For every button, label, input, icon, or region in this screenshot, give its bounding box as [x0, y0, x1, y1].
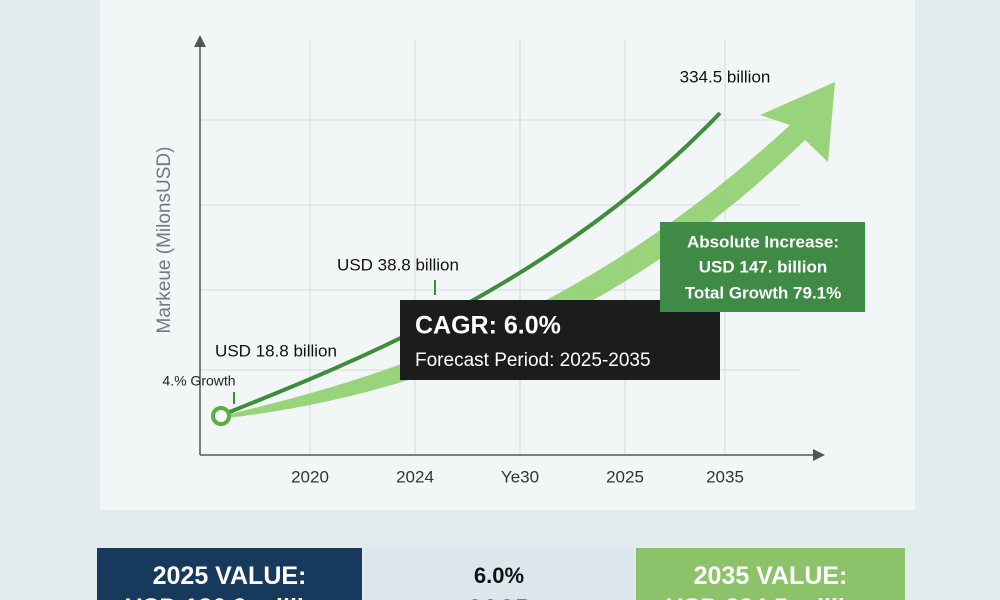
card-value: USD 334.5 million [636, 592, 905, 600]
mid-annotation: USD 38.8 billion [337, 255, 459, 274]
end-annotation: 334.5 billion [680, 67, 771, 86]
card-value: CAGR [365, 592, 633, 600]
card: 6.0% CAGR [365, 548, 633, 600]
increase-box [660, 222, 865, 312]
card-value: USD 186.9 million [97, 592, 362, 600]
card: 2025 VALUE: USD 186.9 million [97, 548, 362, 600]
growth-arrow [225, 82, 835, 418]
y-axis-label: Markeue (MilonsUSD) [154, 147, 175, 334]
growth-annotation: 4.% Growth [162, 373, 235, 389]
x-label: Ye30 [501, 467, 539, 486]
cagr-subtitle: Forecast Period: 2025-2035 [415, 350, 651, 371]
increase-line: USD 147. billion [699, 257, 827, 276]
card-title: 2025 VALUE: [152, 562, 307, 590]
card-title: 6.0% [473, 563, 525, 588]
x-label: 2025 [606, 467, 644, 486]
start-annotation: USD 18.8 billion [215, 341, 337, 360]
start-point [211, 406, 231, 426]
x-label: 2020 [291, 467, 329, 486]
x-label: 2035 [706, 467, 744, 486]
cagr-box [400, 300, 720, 380]
increase-line: Total Growth 79.1% [685, 283, 842, 302]
card: 2035 VALUE: USD 334.5 million [636, 548, 905, 600]
card-title: 2035 VALUE: [693, 562, 848, 590]
cagr-title: CAGR: 6.0% [415, 312, 561, 340]
increase-line: Absolute Increase: [687, 232, 839, 251]
x-label: 2024 [396, 467, 434, 486]
